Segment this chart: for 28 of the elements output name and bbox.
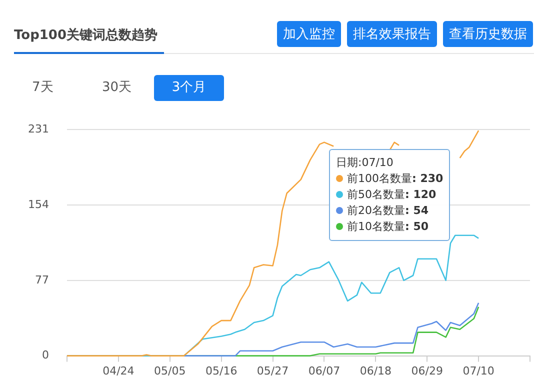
x-tick-label: 05/16 (205, 364, 238, 378)
x-tick-label: 07/10 (462, 364, 494, 378)
legend-label: 前100名数量 (347, 170, 412, 187)
chart-title: Top100关键词总数趋势 (14, 26, 158, 44)
y-tick-label: 0 (42, 348, 49, 362)
annotation: : 50 (405, 218, 429, 235)
annotation: : 54 (405, 202, 429, 219)
annotation: : 120 (405, 186, 436, 203)
x-tick-label: 06/07 (308, 364, 340, 378)
text: 排名效果报告 (347, 21, 437, 47)
y-tick-label: 77 (34, 273, 49, 286)
annotation: : 230 (412, 170, 444, 187)
x-tick-label: 06/29 (411, 364, 443, 378)
legend-label: 前10名数量 (347, 218, 405, 235)
y-tick-label: 154 (28, 198, 49, 211)
text: 加入监控 (277, 21, 341, 47)
x-tick-label: 05/05 (154, 364, 186, 378)
text: 7天 (31, 79, 54, 97)
legend-label: 前20名数量 (347, 202, 405, 219)
y-tick-label: 231 (28, 122, 49, 136)
text: 30天 (101, 79, 133, 97)
legend-label: 前50名数量 (347, 186, 405, 203)
x-tick-label: 05/27 (256, 364, 289, 378)
text: 查看历史数据 (443, 21, 533, 47)
x-tick-label: 06/18 (360, 364, 392, 378)
legend-title: 日期:07/10 (336, 154, 394, 171)
text: 3个月 (154, 75, 224, 101)
x-tick-label: 04/24 (102, 364, 134, 378)
